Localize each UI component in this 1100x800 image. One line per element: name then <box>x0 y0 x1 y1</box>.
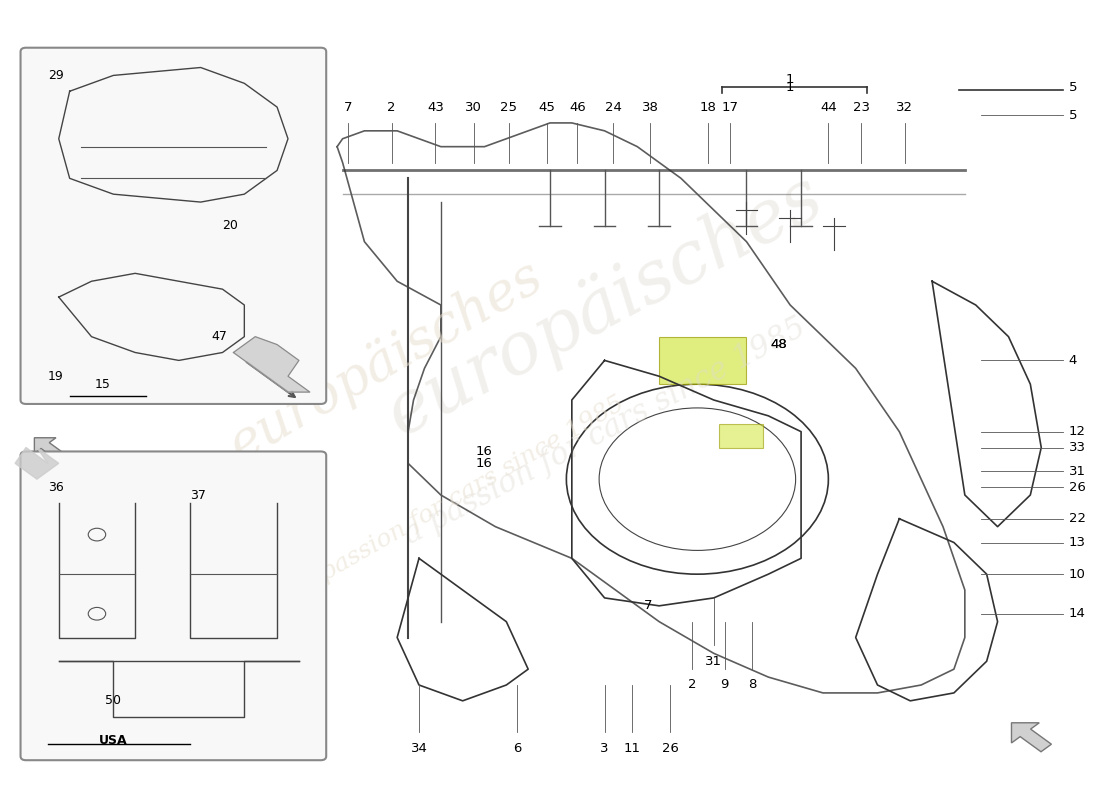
Text: europäisches: europäisches <box>374 160 835 450</box>
Text: 20: 20 <box>222 219 239 232</box>
Text: 13: 13 <box>1068 536 1086 549</box>
Polygon shape <box>257 370 294 396</box>
Text: 37: 37 <box>189 489 206 502</box>
Text: 48: 48 <box>771 338 788 351</box>
Text: a passion for cars since 1985: a passion for cars since 1985 <box>297 393 628 598</box>
Text: 18: 18 <box>700 101 717 114</box>
Bar <box>719 424 763 447</box>
Polygon shape <box>1012 722 1052 752</box>
Text: 26: 26 <box>661 742 679 755</box>
Text: 7: 7 <box>644 599 652 612</box>
Text: 5: 5 <box>1068 81 1077 94</box>
Text: 45: 45 <box>538 101 556 114</box>
Text: 23: 23 <box>852 101 870 114</box>
Text: 5: 5 <box>1068 109 1077 122</box>
Text: 34: 34 <box>410 742 428 755</box>
Bar <box>659 337 747 384</box>
Text: 10: 10 <box>1068 568 1086 581</box>
Text: 17: 17 <box>722 101 738 114</box>
Text: 15: 15 <box>95 378 110 390</box>
Text: 47: 47 <box>211 330 228 343</box>
Text: 33: 33 <box>1068 441 1086 454</box>
Text: 11: 11 <box>624 742 640 755</box>
Text: 30: 30 <box>465 101 482 114</box>
Text: 25: 25 <box>500 101 517 114</box>
Text: 4: 4 <box>1068 354 1077 367</box>
Polygon shape <box>34 438 65 460</box>
FancyBboxPatch shape <box>21 48 327 404</box>
Text: 36: 36 <box>47 481 64 494</box>
Text: 38: 38 <box>642 101 659 114</box>
Text: 8: 8 <box>748 678 756 691</box>
Text: europäisches: europäisches <box>220 250 552 471</box>
Text: 44: 44 <box>820 101 837 114</box>
Text: 6: 6 <box>513 742 521 755</box>
Text: 46: 46 <box>569 101 585 114</box>
Text: 16: 16 <box>476 457 493 470</box>
Text: 26: 26 <box>1068 481 1086 494</box>
Text: 2: 2 <box>688 678 696 691</box>
Text: 22: 22 <box>1068 512 1086 526</box>
Polygon shape <box>233 337 310 392</box>
Text: 19: 19 <box>47 370 64 382</box>
Text: 1: 1 <box>785 81 794 94</box>
Text: 16: 16 <box>476 445 493 458</box>
Text: 50: 50 <box>106 694 121 707</box>
Text: 43: 43 <box>427 101 443 114</box>
Polygon shape <box>15 447 58 479</box>
Text: 24: 24 <box>605 101 621 114</box>
Text: 9: 9 <box>720 678 729 691</box>
Text: USA: USA <box>99 734 128 747</box>
Text: 29: 29 <box>47 69 64 82</box>
Text: 3: 3 <box>601 742 608 755</box>
Text: a passion for cars since 1985: a passion for cars since 1985 <box>398 312 811 551</box>
Text: 48: 48 <box>771 338 788 351</box>
Text: 31: 31 <box>1068 465 1086 478</box>
Text: 31: 31 <box>705 654 723 668</box>
Text: 12: 12 <box>1068 425 1086 438</box>
Text: 14: 14 <box>1068 607 1086 620</box>
FancyBboxPatch shape <box>21 451 327 760</box>
Text: 7: 7 <box>344 101 352 114</box>
Text: 1: 1 <box>785 73 794 86</box>
Text: 2: 2 <box>387 101 396 114</box>
Text: 32: 32 <box>896 101 913 114</box>
